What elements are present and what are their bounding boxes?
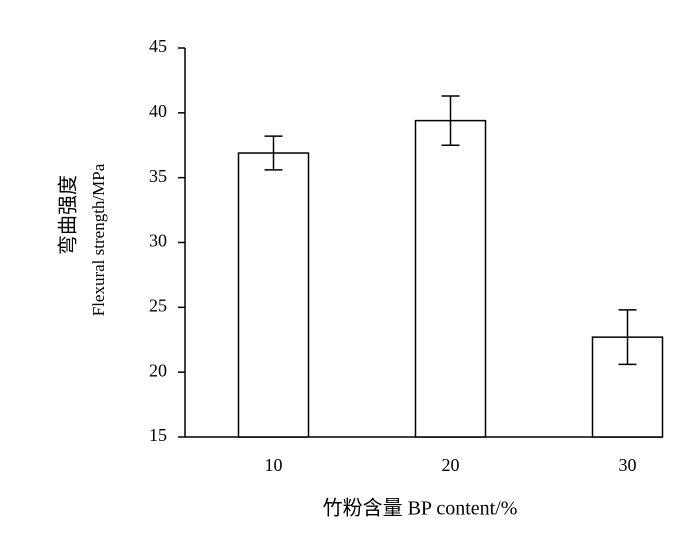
x-tick-label: 30: [619, 455, 637, 475]
y-axis-label: 弯曲强度: [57, 175, 80, 255]
bar: [414, 119, 487, 438]
error-bar: [264, 135, 283, 171]
y-tick-label: 15: [149, 425, 167, 445]
y-axis-label: Flexural strength/MPa: [89, 163, 108, 316]
y-tick-label: 30: [149, 231, 167, 251]
bar: [237, 152, 310, 438]
y-tick-label: 25: [149, 295, 167, 315]
y-tick-label: 20: [149, 360, 167, 380]
x-tick-label: 10: [265, 455, 283, 475]
error-bar: [441, 95, 460, 146]
x-tick-label: 20: [442, 455, 460, 475]
y-tick-label: 35: [149, 166, 167, 186]
y-tick-label: 45: [149, 36, 167, 56]
x-axis-label: 竹粉含量 BP content/%: [323, 497, 518, 520]
error-bar: [618, 309, 637, 366]
y-tick-label: 40: [149, 101, 167, 121]
